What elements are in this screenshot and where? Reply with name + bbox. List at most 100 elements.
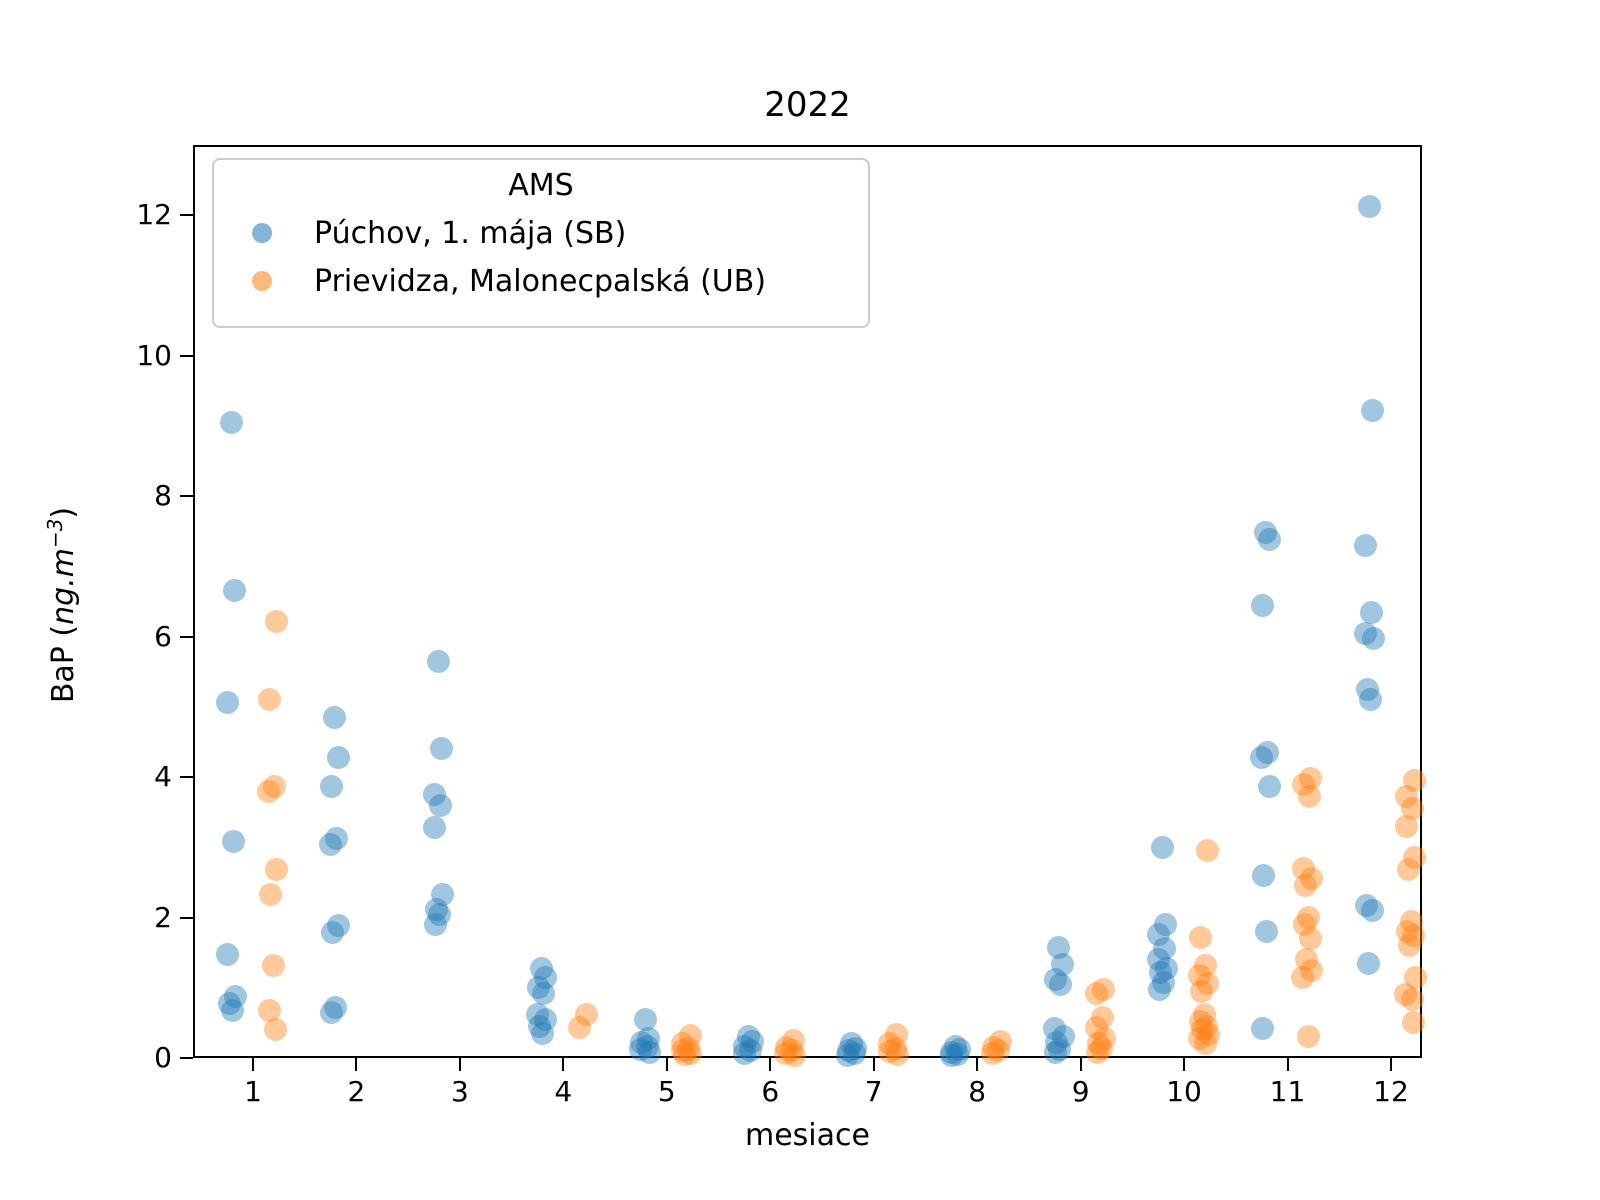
scatter-point xyxy=(1195,838,1219,862)
scatter-point xyxy=(1292,913,1316,937)
scatter-point xyxy=(1360,899,1384,922)
scatter-point xyxy=(427,902,451,926)
y-tick xyxy=(180,354,193,357)
scatter-point xyxy=(1291,966,1314,990)
scatter-point xyxy=(321,921,345,945)
x-tick-label: 6 xyxy=(761,1075,780,1108)
scatter-point xyxy=(324,995,348,1019)
scatter-point xyxy=(946,1042,969,1066)
scatter-point xyxy=(678,1024,702,1048)
scatter-point xyxy=(782,1043,806,1067)
scatter-point xyxy=(1400,987,1424,1011)
x-tick xyxy=(562,1058,565,1071)
scatter-point xyxy=(430,882,454,906)
scatter-point xyxy=(877,1040,901,1064)
x-tick xyxy=(458,1058,461,1071)
scatter-point xyxy=(423,783,447,807)
scatter-point xyxy=(1084,1015,1108,1039)
x-tick-label: 9 xyxy=(1071,1075,1090,1108)
scatter-point xyxy=(263,775,287,799)
scatter-point xyxy=(1051,953,1074,977)
scatter-point xyxy=(1188,925,1212,949)
scatter-point xyxy=(987,1039,1011,1063)
scatter-point xyxy=(1043,967,1067,991)
scatter-point xyxy=(988,1029,1012,1053)
scatter-point xyxy=(1086,1032,1110,1056)
scatter-point xyxy=(844,1036,868,1060)
scatter-point xyxy=(883,1036,907,1060)
x-tick xyxy=(769,1058,772,1071)
scatter-point xyxy=(1296,906,1320,930)
scatter-point xyxy=(1085,1040,1109,1064)
scatter-point xyxy=(1299,766,1323,790)
scatter-point xyxy=(532,981,556,1005)
x-tick xyxy=(1389,1058,1392,1071)
scatter-point xyxy=(1187,1026,1211,1050)
scatter-point xyxy=(1090,1005,1114,1029)
scatter-point xyxy=(423,913,447,937)
scatter-point xyxy=(1194,953,1218,977)
scatter-point xyxy=(265,858,289,882)
x-tick-label: 7 xyxy=(864,1075,883,1108)
x-tick xyxy=(1183,1058,1186,1071)
scatter-point xyxy=(886,1042,909,1066)
scatter-point xyxy=(1150,835,1174,859)
scatter-point xyxy=(1191,1018,1215,1042)
scatter-point xyxy=(216,691,240,715)
scatter-point xyxy=(633,1007,657,1031)
scatter-point xyxy=(1193,1002,1217,1026)
y-axis-label-prefix: BaP ( xyxy=(46,624,81,704)
scatter-point xyxy=(1147,922,1171,946)
scatter-point xyxy=(264,1018,288,1042)
y-axis-label: BaP (ng.m−3) xyxy=(43,395,81,815)
scatter-point xyxy=(530,956,554,980)
scatter-point xyxy=(1291,856,1315,880)
scatter-point xyxy=(733,1035,757,1059)
scatter-point xyxy=(323,705,347,729)
scatter-point xyxy=(836,1039,860,1063)
scatter-point xyxy=(1298,927,1322,951)
scatter-point xyxy=(262,954,286,978)
scatter-point xyxy=(424,897,448,921)
scatter-point xyxy=(1148,960,1172,984)
scatter-point xyxy=(1394,814,1418,838)
scatter-point xyxy=(947,1038,971,1062)
scatter-point xyxy=(732,1042,756,1066)
scatter-point xyxy=(1357,195,1381,219)
scatter-point xyxy=(1396,920,1420,944)
scatter-point xyxy=(1196,972,1220,996)
scatter-point xyxy=(1190,980,1214,1004)
scatter-point xyxy=(670,1039,694,1063)
y-tick xyxy=(180,1057,193,1059)
chart-title: 2022 xyxy=(764,85,851,125)
scatter-point xyxy=(1297,1025,1321,1049)
scatter-point xyxy=(878,1031,902,1055)
legend-marker-icon xyxy=(252,271,272,291)
scatter-point xyxy=(258,999,282,1023)
scatter-point xyxy=(840,1032,864,1056)
x-tick xyxy=(355,1058,358,1071)
scatter-point xyxy=(1401,1010,1425,1034)
scatter-point xyxy=(221,830,245,854)
scatter-point xyxy=(325,827,349,851)
scatter-point xyxy=(1292,772,1316,796)
scatter-point xyxy=(774,1035,798,1059)
scatter-point xyxy=(1354,533,1378,557)
scatter-point xyxy=(526,975,550,999)
scatter-point xyxy=(943,1034,967,1058)
scatter-point xyxy=(1358,688,1382,712)
scatter-point xyxy=(1361,627,1385,651)
y-axis-label-exponent: −3 xyxy=(43,518,67,549)
scatter-point xyxy=(575,1002,599,1026)
scatter-point xyxy=(1361,398,1385,422)
scatter-point xyxy=(1250,593,1274,617)
scatter-point xyxy=(939,1043,963,1067)
scatter-point xyxy=(1398,934,1422,958)
scatter-point xyxy=(319,775,343,799)
scatter-point xyxy=(1294,948,1318,972)
x-tick xyxy=(1079,1058,1082,1071)
scatter-point xyxy=(1048,1038,1072,1062)
scatter-point xyxy=(671,1032,695,1056)
legend: AMS Púchov, 1. mája (SB) Prievidza, Malo… xyxy=(212,158,870,328)
